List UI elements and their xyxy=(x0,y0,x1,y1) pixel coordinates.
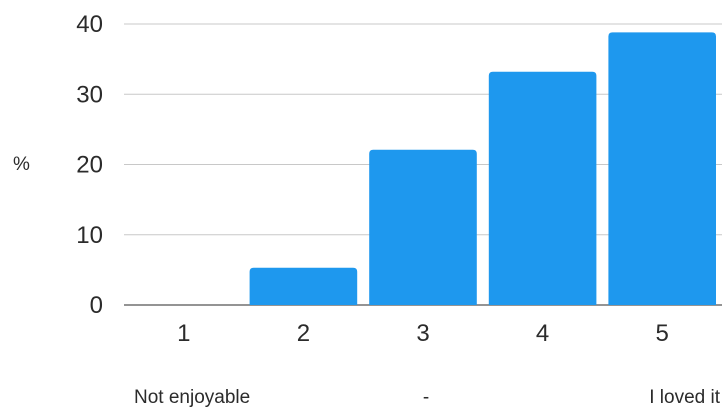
x-tick-label-4: 4 xyxy=(536,320,549,347)
y-tick-label: 30 xyxy=(76,81,103,108)
y-tick-label: 0 xyxy=(90,292,103,319)
bar-5 xyxy=(608,32,716,306)
x-tick-label-3: 3 xyxy=(416,320,429,347)
bar-3 xyxy=(369,149,477,305)
scale-label-middle: - xyxy=(423,387,429,408)
x-tick-label-1: 1 xyxy=(177,320,190,347)
x-tick-label-2: 2 xyxy=(297,320,310,347)
y-tick-label: 10 xyxy=(76,222,103,249)
x-axis-ticks: 1 2 3 4 5 xyxy=(177,320,669,347)
bar-2 xyxy=(249,267,358,305)
scale-label-left: Not enjoyable xyxy=(134,387,250,408)
bars xyxy=(249,32,716,306)
y-tick-label: 40 xyxy=(76,11,103,38)
y-tick-label: 20 xyxy=(76,152,103,179)
scale-label-right: I loved it xyxy=(649,387,720,408)
y-axis-label: % xyxy=(13,154,30,175)
x-tick-label-5: 5 xyxy=(656,320,669,347)
bar-4 xyxy=(488,71,597,306)
y-axis-ticks: 0 10 20 30 40 xyxy=(76,11,103,319)
